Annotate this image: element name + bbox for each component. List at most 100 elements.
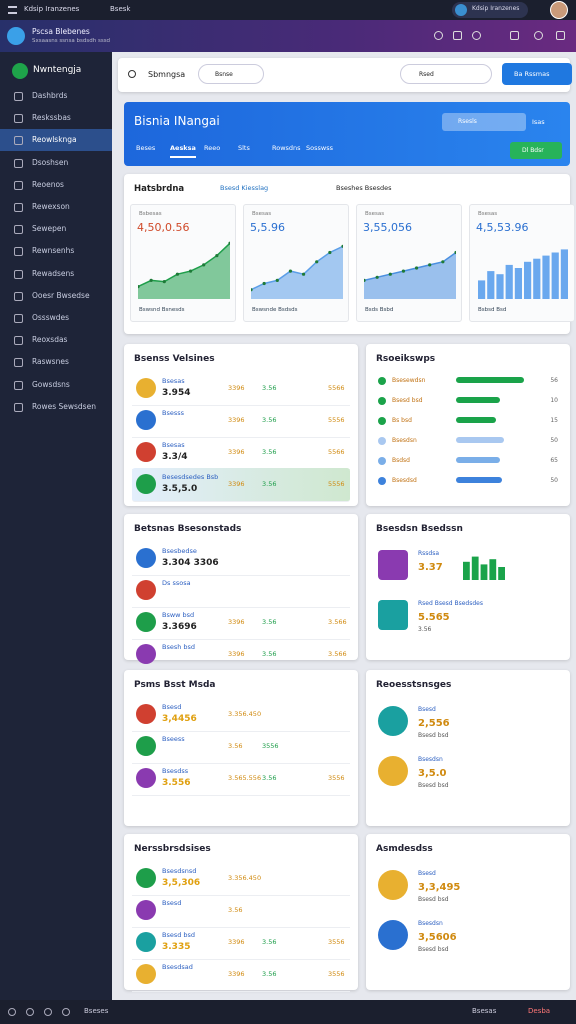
analytics-filter[interactable]: Bseshes Bsesdes [336, 184, 392, 192]
banner-search[interactable]: Rsesls [442, 113, 526, 131]
list-row[interactable]: Bsesdsn 3,5.0 Bsesd bsd [374, 748, 562, 798]
banner-link[interactable]: Isas [532, 118, 545, 126]
nav-item[interactable]: Ossswdes [0, 307, 112, 329]
nav-item[interactable]: Rewadsens [0, 263, 112, 285]
list-row[interactable]: Bsdsd 65 [374, 452, 562, 472]
list-row[interactable]: Rsed Bsesd Bsedsdes 5.565 3.56 [374, 592, 562, 642]
analytics-card: Hatsbrdna Bsesd Kiesslag Bseshes Bsesdes Bs… [124, 174, 575, 334]
avatar [378, 706, 408, 736]
list-row[interactable]: Bsesss 3396 3.56 5556 [132, 404, 350, 438]
header-icon[interactable] [534, 31, 543, 40]
row-number: 3556 [328, 970, 345, 978]
list-row[interactable]: Bseess 3.56 3556 [132, 730, 350, 764]
chart-point [215, 254, 219, 258]
bottom-icon[interactable] [44, 1008, 52, 1016]
list-row[interactable]: Bsesd 3,4456 3.356.450 [132, 698, 350, 732]
row-number: 3396 [228, 480, 245, 488]
bottom-icon[interactable] [8, 1008, 16, 1016]
nav-item[interactable]: Dashbrds [0, 85, 112, 107]
toolbar-button[interactable]: Ba Rssmas [502, 63, 572, 85]
list-row[interactable]: Bsesdsn 50 [374, 432, 562, 452]
nav-item[interactable]: Raswsnes [0, 351, 112, 373]
header-icon[interactable] [472, 31, 481, 40]
nav-item[interactable]: Reoxsdas [0, 329, 112, 351]
list-row[interactable]: Bsesdsd 50 [374, 472, 562, 492]
nav-item[interactable]: Rowes Sewsdsen [0, 396, 112, 418]
nav-label: Dsoshsen [32, 157, 69, 167]
nav-label: Dashbrds [32, 91, 68, 100]
avatar [136, 964, 156, 984]
banner-tab[interactable]: Reeo [204, 144, 221, 152]
nav-item[interactable]: Reskssbas [0, 107, 112, 129]
list-row[interactable]: Ds ssosa [132, 574, 350, 608]
profile-avatar[interactable] [550, 1, 568, 19]
menu-icon[interactable] [8, 6, 17, 14]
list-row[interactable]: Rssdsa 3.37 [374, 542, 562, 592]
nav-item[interactable]: Rewexson [0, 196, 112, 218]
row-name: Bseess [162, 735, 185, 743]
nav-item[interactable]: Ooesr Bwsedse [0, 285, 112, 307]
list-row[interactable]: Bsesdsnsd 3,5,306 3.356.450 [132, 862, 350, 896]
list-row[interactable]: Bsesh bsd 3396 3.56 3.566 [132, 638, 350, 672]
avatar [378, 920, 408, 950]
banner-button[interactable]: Dl Bdsr [510, 142, 562, 159]
bottom-icon[interactable] [62, 1008, 70, 1016]
chart-line [364, 251, 456, 282]
list-row[interactable]: Bsesd bsd 10 [374, 392, 562, 412]
list-row[interactable]: Bsesdss 3.556 3.565.556 3.56 3556 [132, 762, 350, 796]
analytics-link[interactable]: Bsesd Kiesslag [220, 184, 269, 192]
search-label[interactable]: Bsesk [110, 5, 131, 13]
nav-item[interactable]: Dsoshsen [0, 152, 112, 174]
nav-label: Rewadsens [32, 268, 75, 278]
list-row[interactable]: Bs bsd 15 [374, 412, 562, 432]
toolbar-search[interactable]: Rsed [400, 64, 492, 84]
list-row[interactable]: Bsesewdsn 56 [374, 372, 562, 392]
list-row[interactable]: Bsww bsd 3.3696 3396 3.56 3.566 [132, 606, 350, 640]
list-row[interactable]: Bsesd 2,556 Bsesd bsd [374, 698, 562, 748]
chart-point [162, 280, 166, 284]
panel-title: Reoesstsnsges [376, 680, 452, 690]
nav-item[interactable]: Reowlsknga [0, 129, 112, 152]
row-name: Bsesas [162, 377, 185, 385]
banner-tab[interactable]: Beses [136, 144, 156, 152]
kpi-label: Bsesas [252, 211, 272, 217]
header-icon[interactable] [556, 31, 565, 40]
row-name: Bsesd [162, 899, 182, 907]
bottom-icon[interactable] [26, 1008, 34, 1016]
list-row[interactable]: Bsesas 3.3/4 3396 3.56 5566 [132, 436, 350, 470]
list-row[interactable]: Bsesdsad 3396 3.56 3556 [132, 958, 350, 992]
banner-tab[interactable]: Aesksa [170, 144, 196, 158]
account-chip[interactable] [452, 2, 528, 18]
row-number: 65 [550, 457, 558, 464]
header-icon[interactable] [453, 31, 462, 40]
banner-tab[interactable]: Rowsdns [272, 144, 301, 152]
sidebar: Nwntengja Dashbrds Reskssbas Reowlsknga Dsos… [0, 52, 112, 1000]
nav-icon [14, 380, 23, 390]
list-row[interactable]: Besesdsedes Bsb 3.5,5.0 3396 3.56 5556 [132, 468, 350, 502]
row-number: 3.56 [262, 618, 277, 626]
nav-item[interactable]: Reoenos [0, 174, 112, 196]
nav-item[interactable]: Rewnsenhs [0, 240, 112, 262]
nav-item[interactable]: Sewepen [0, 218, 112, 240]
list-row[interactable]: Bsesd bsd 3.335 3396 3.56 3556 [132, 926, 350, 960]
header-icon[interactable] [434, 31, 443, 40]
header-icon[interactable] [510, 31, 519, 40]
list-row[interactable]: Bsesas 3.954 3396 3.56 5566 [132, 372, 350, 406]
row-number: 3.56 [262, 970, 277, 978]
list-row[interactable]: Bsesd 3,3,495 Bsesd bsd [374, 862, 562, 912]
chart-bar [471, 556, 479, 580]
list-row[interactable]: Bsesd 3.56 [132, 894, 350, 928]
row-name: Rsed Bsesd Bsedsdes [418, 600, 483, 607]
list-row[interactable]: Bsesdsn 3,5606 Bsesd bsd [374, 912, 562, 962]
banner-tab[interactable]: Slts [238, 144, 250, 152]
list-row[interactable]: Bsesbedse 3.304 3306 [132, 542, 350, 576]
status-dot [378, 377, 386, 385]
chart-point [428, 263, 432, 267]
kpi-footer: Bsds Bsbd [365, 307, 394, 313]
nav-item[interactable]: Gowsdsns [0, 374, 112, 396]
toolbar-filter[interactable]: Bsnse [198, 64, 264, 84]
banner-tab[interactable]: Sosswss [306, 144, 333, 152]
row-value: 3,5,306 [162, 878, 201, 888]
row-name: Bsdsd [392, 457, 410, 464]
progress-bar [456, 377, 524, 383]
